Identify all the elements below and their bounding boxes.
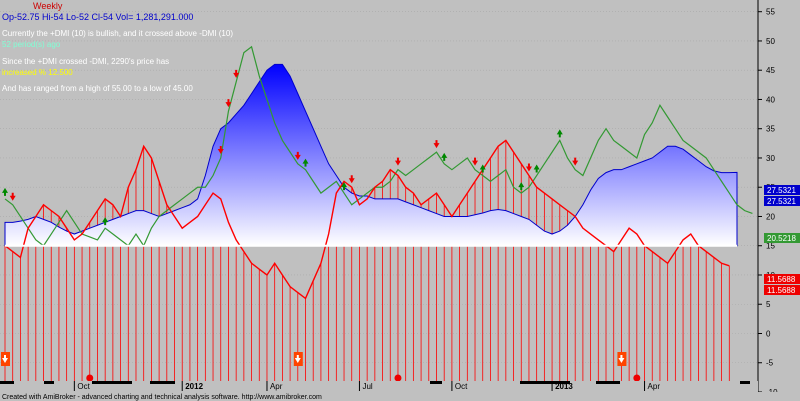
sell-arrow-icon	[217, 145, 224, 154]
svg-text:11.5688: 11.5688	[767, 275, 796, 284]
note-4: increased % 12.500	[2, 68, 73, 77]
note-2: 52 period(s) ago	[2, 40, 61, 49]
down-arrow-icon	[294, 355, 301, 363]
adx-value-label-top: 27.5321	[764, 185, 800, 195]
x-tick-label: Apr	[648, 382, 661, 391]
y-tick-label: 0	[766, 329, 771, 338]
adx-value-label: 27.5321	[764, 196, 800, 206]
plus-dmi-value-label: 20.5218	[764, 233, 800, 243]
footer-strip	[0, 392, 800, 401]
y-tick-label: 35	[766, 125, 775, 134]
note-5: And has ranged from a high of 55.00 to a…	[2, 84, 193, 93]
axis-activity-strip	[150, 381, 175, 384]
buy-arrow-icon	[533, 164, 540, 173]
y-tick-label: 20	[766, 212, 775, 221]
axis-activity-strip	[740, 381, 750, 384]
sell-arrow-icon	[572, 157, 579, 166]
x-tick-label: 2012	[185, 382, 203, 391]
red-signal-dot	[86, 374, 94, 382]
x-tick-label: Jul	[362, 382, 372, 391]
plus-dmi-line	[4, 45, 753, 247]
down-arrow-icon	[618, 355, 625, 363]
buy-arrow-icon	[102, 217, 109, 226]
y-tick-label: 50	[766, 37, 775, 46]
axis-activity-strip	[44, 381, 54, 384]
y-tick-label: 40	[766, 95, 775, 104]
axis-activity-strip	[430, 381, 442, 384]
buy-arrow-icon	[2, 187, 8, 196]
sell-arrow-icon	[225, 99, 232, 108]
buy-arrow-icon	[341, 182, 348, 191]
buy-arrow-icon	[479, 164, 486, 173]
axis-activity-strip	[596, 381, 620, 384]
axis-activity-strip	[92, 381, 132, 384]
sell-arrow-icon	[525, 163, 532, 172]
sell-arrow-icon	[294, 151, 301, 160]
buy-arrow-icon	[302, 158, 309, 167]
down-arrow-icon	[2, 355, 8, 363]
red-signal-dot	[394, 374, 402, 382]
x-tick-label: 2013	[555, 382, 573, 391]
buy-arrow-icon	[441, 152, 448, 161]
x-tick-label: Oct	[77, 382, 90, 391]
sell-arrow-icon	[348, 175, 355, 184]
axis-activity-strip	[520, 381, 570, 384]
x-tick-label: Apr	[270, 382, 283, 391]
y-tick-label: 30	[766, 154, 775, 163]
y-tick-label: 45	[766, 66, 775, 75]
adx-area	[4, 63, 738, 247]
svg-text:27.5321: 27.5321	[767, 197, 796, 206]
y-tick-label: 5	[766, 300, 771, 309]
y-tick-label: 55	[766, 8, 775, 17]
x-axis-labels: Oct 2012 Apr Jul Oct 2013 Apr	[0, 381, 758, 392]
minus-dmi-value-label-top: 11.5688	[764, 274, 800, 284]
sell-arrow-icon	[233, 69, 240, 78]
svg-text:27.5321: 27.5321	[767, 186, 796, 195]
minus-dmi-line	[4, 139, 730, 300]
y-tick-label: -5	[766, 359, 774, 368]
x-axis-strip	[0, 381, 758, 392]
buy-arrow-icon	[518, 182, 525, 191]
sell-arrow-icon	[433, 140, 440, 149]
svg-text:20.5218: 20.5218	[767, 234, 796, 243]
buy-arrow-icon	[556, 129, 563, 138]
footer-credit: Created with AmiBroker - advanced charti…	[2, 394, 322, 401]
x-tick-label: Oct	[455, 382, 468, 391]
chart-title: Weekly	[33, 1, 63, 11]
minus-dmi-value-label: 11.5688	[764, 285, 800, 295]
note-1: Currently the +DMI (10) is bullish, and …	[2, 29, 233, 38]
sell-arrow-icon	[9, 192, 16, 201]
sell-arrow-icon	[394, 157, 401, 166]
axis-activity-strip	[0, 381, 14, 384]
note-3: Since the +DMI crossed -DMI, 2290's pric…	[2, 57, 169, 66]
sell-arrow-icon	[472, 157, 479, 166]
svg-text:11.5688: 11.5688	[767, 286, 796, 295]
ohlc-line: Op-52.75 Hi-54 Lo-52 Cl-54 Vol= 1,281,29…	[2, 12, 193, 22]
y-tick-label: 15	[766, 242, 775, 251]
red-signal-dot	[633, 374, 641, 382]
